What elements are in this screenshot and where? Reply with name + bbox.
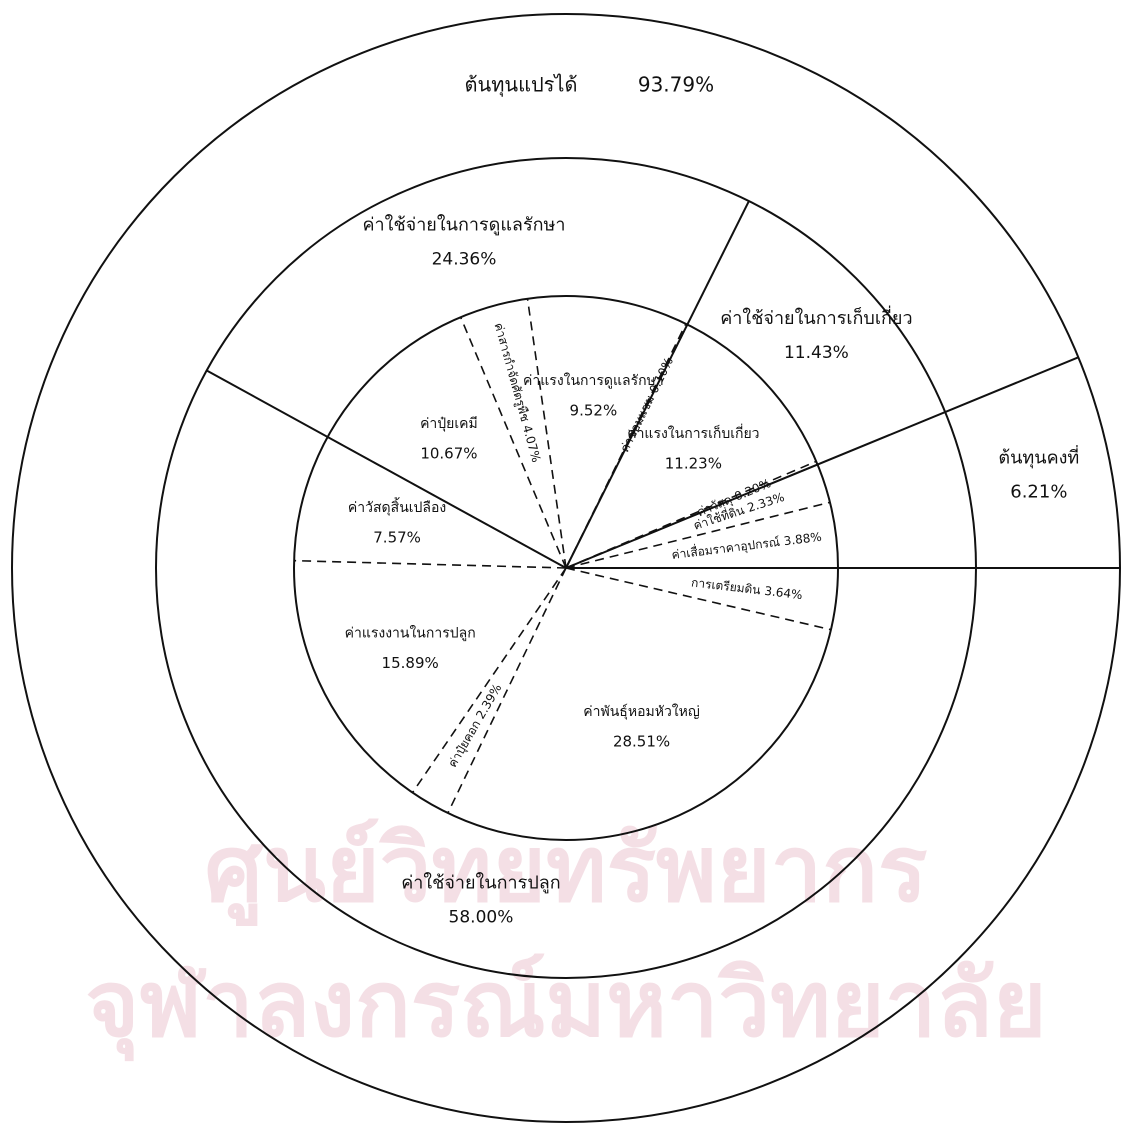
outer-value-label: 6.21% [1010, 482, 1067, 503]
slice-boundary [447, 567, 567, 814]
slice-label: ค่าแรงงานในการปลูก [345, 625, 476, 642]
slice-label: ค่าปุ๋ยคอก2.39% [445, 681, 505, 770]
slice-value-label: 10.67% [420, 444, 477, 462]
group-value-label: 24.36% [432, 250, 497, 270]
slice-label: ค่าแรงในการเก็บเกี่ยว [627, 424, 759, 442]
slice-boundary [459, 316, 567, 569]
group-value-label: 58.00% [449, 907, 514, 927]
slice-label: ค่าพันธุ์หอมหัวใหญ่ [583, 703, 700, 720]
watermark: ศูนย์วิทยทรัพยากร [205, 815, 928, 926]
slice-label: ค่าสารกำจัดศัตรูพืช4.07% [491, 321, 544, 464]
slice-value-label: 15.89% [382, 654, 439, 672]
slice-label: ค่าปุ๋ยเคมี [420, 416, 478, 432]
slice-boundary [411, 567, 567, 794]
slice-label: การเตรียมดิน 3.64% [691, 575, 804, 602]
slice-label: ค่าวัสดุสิ้นเปลือง [348, 497, 446, 516]
slice-name: ค่าซ่อมแซม [617, 393, 657, 455]
slice-name: ค่าเสื่อมราคาอุปกรณ์ [671, 532, 781, 562]
outer-label: ต้นทุนคงที่ [998, 445, 1079, 469]
slice-boundary [294, 559, 567, 569]
group-value-label: 11.43% [784, 343, 849, 363]
slice-value-label: 2.39% [473, 681, 504, 721]
slice-boundary [526, 298, 567, 569]
slice-label: ค่าแรงในการดูแลรักษา [523, 372, 664, 389]
slice-value-label: 4.07% [520, 423, 544, 463]
slice-boundary [565, 567, 832, 631]
group-label: ค่าใช้จ่ายในการปลูก [401, 871, 560, 893]
slice-boundary [565, 323, 687, 569]
outer-value-label: 93.79% [638, 73, 714, 97]
watermark: จุฬาลงกรณ์มหาวิทยาลัย [85, 950, 1046, 1061]
slice-value-label: 11.23% [665, 455, 722, 473]
slice-boundary [565, 460, 817, 569]
slice-name: การเตรียมดิน [691, 575, 762, 597]
slice-name: ค่าปุ๋ยคอก [445, 718, 484, 770]
slice-value-label: 28.51% [613, 732, 670, 750]
slice-boundary [565, 501, 831, 569]
group-label: ค่าใช้จ่ายในการเก็บเกี่ยว [720, 305, 912, 329]
slice-value-label: 3.88% [783, 529, 823, 548]
slice-boundary [327, 436, 567, 569]
group-label: ค่าใช้จ่ายในการดูแลรักษา [363, 214, 566, 236]
slice-value-label: 9.52% [570, 402, 618, 420]
outer-label: ต้นทุนแปรได้ [465, 73, 578, 98]
slice-label: ค่าเสื่อมราคาอุปกรณ์ 3.88% [671, 527, 823, 562]
slice-value-label: 7.57% [373, 529, 421, 547]
slice-value-label: 3.64% [764, 583, 803, 601]
